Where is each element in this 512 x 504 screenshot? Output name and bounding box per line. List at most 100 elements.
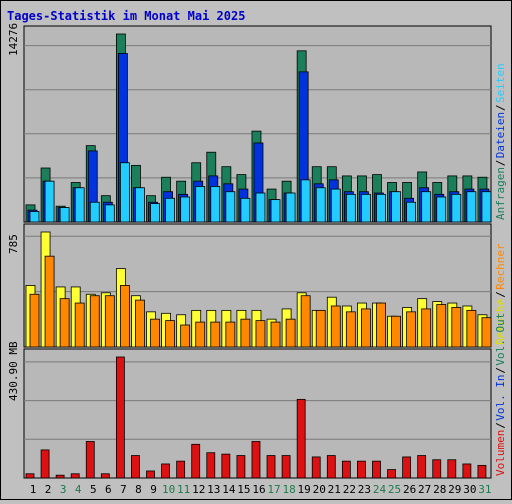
bar-seiten-19 — [300, 179, 311, 223]
bar-rechner-26 — [406, 311, 417, 348]
bar-rechner-13 — [210, 321, 221, 348]
series-label: Vol. Out — [494, 313, 507, 366]
bar-seiten-30 — [466, 191, 477, 223]
bar-rechner-10 — [165, 320, 175, 348]
bar-seiten-10 — [165, 197, 175, 223]
bar-seiten-16 — [255, 192, 266, 223]
bar-volumen-5 — [85, 441, 95, 479]
bar-seiten-18 — [285, 192, 296, 223]
bar-volumen-6 — [100, 473, 110, 479]
x-tick-label-16: 16 — [252, 483, 265, 496]
bar-seiten-2 — [44, 180, 55, 223]
bar-rechner-28 — [436, 304, 447, 348]
bar-volumen-8 — [131, 455, 140, 479]
x-tick-label-24: 24 — [373, 483, 387, 496]
bar-seiten-29 — [451, 193, 462, 223]
bar-volumen-14 — [221, 453, 231, 479]
label-separator: / — [494, 291, 507, 298]
bar-volumen-11 — [176, 460, 186, 479]
bar-volumen-10 — [161, 463, 170, 479]
bar-seiten-22 — [345, 193, 356, 223]
bar-volumen-21 — [326, 455, 336, 479]
bar-seiten-23 — [361, 193, 371, 223]
x-tick-label-18: 18 — [282, 483, 295, 496]
x-tick-label-19: 19 — [298, 483, 311, 496]
label-separator: / — [494, 104, 507, 111]
bar-volumen-3 — [55, 474, 65, 479]
series-label: Vol. In — [494, 374, 507, 420]
bar-seiten-15 — [240, 197, 251, 223]
x-tick-label-30: 30 — [463, 483, 476, 496]
bar-seiten-24 — [376, 193, 386, 223]
bar-rechner-7 — [119, 285, 130, 348]
bar-volumen-17 — [266, 455, 276, 479]
x-tick-label-15: 15 — [237, 483, 250, 496]
bar-rechner-25 — [391, 315, 401, 348]
bar-seiten-28 — [436, 196, 447, 223]
bar-volumen-13 — [206, 452, 216, 479]
bar-volumen-7 — [115, 356, 125, 479]
x-tick-label-25: 25 — [388, 483, 401, 496]
bar-volumen-20 — [311, 456, 321, 479]
x-tick-label-5: 5 — [90, 483, 97, 496]
bar-seiten-31 — [481, 191, 492, 223]
bar-rechner-2 — [44, 255, 55, 348]
bar-rechner-8 — [135, 299, 145, 348]
bar-seiten-21 — [330, 188, 341, 223]
x-tick-label-29: 29 — [448, 483, 461, 496]
x-tick-label-2: 2 — [45, 483, 52, 496]
bar-rechner-9 — [150, 318, 160, 348]
bar-rechner-22 — [345, 311, 356, 348]
x-tick-label-12: 12 — [192, 483, 205, 496]
bar-seiten-7 — [119, 162, 130, 223]
bar-seiten-9 — [150, 203, 160, 223]
bar-volumen-26 — [402, 456, 412, 479]
bar-volumen-15 — [236, 455, 246, 479]
bar-rechner-19 — [300, 295, 311, 348]
bar-rechner-31 — [481, 317, 492, 348]
bar-rechner-24 — [376, 302, 386, 348]
series-label: Anfragen — [494, 167, 507, 220]
bar-seiten-5 — [89, 201, 100, 223]
bar-volumen-18 — [281, 455, 291, 479]
bar-volumen-22 — [341, 460, 351, 479]
bar-seiten-8 — [135, 187, 145, 223]
bar-volumen-9 — [146, 470, 155, 479]
bar-rechner-18 — [285, 318, 296, 348]
bar-seiten-11 — [180, 196, 191, 223]
bar-seiten-1 — [29, 211, 40, 223]
bar-rechner-16 — [255, 320, 266, 348]
bar-rechner-3 — [59, 298, 70, 348]
x-tick-label-27: 27 — [418, 483, 431, 496]
bar-volumen-23 — [357, 460, 366, 479]
x-tick-label-21: 21 — [328, 483, 341, 496]
bar-volumen-28 — [432, 459, 442, 479]
label-separator: / — [494, 422, 507, 429]
series-label: Seiten — [494, 63, 507, 103]
label-separator: / — [494, 367, 507, 374]
bar-rechner-14 — [225, 321, 236, 348]
bar-volumen-16 — [251, 441, 261, 479]
bar-rechner-6 — [104, 295, 115, 348]
bar-volumen-2 — [40, 449, 50, 479]
x-tick-label-23: 23 — [358, 483, 371, 496]
x-tick-label-26: 26 — [403, 483, 416, 496]
bar-rechner-15 — [240, 318, 251, 348]
x-tick-label-14: 14 — [222, 483, 236, 496]
bar-rechner-20 — [315, 309, 326, 348]
bar-volumen-30 — [462, 463, 472, 479]
axis-max-label: 430.90 MB — [7, 341, 20, 401]
bar-volumen-31 — [477, 464, 487, 479]
bar-rechner-27 — [421, 308, 432, 348]
bar-seiten-26 — [406, 201, 417, 223]
bar-volumen-25 — [387, 469, 396, 479]
series-label: Besuche — [494, 299, 507, 345]
x-tick-label-28: 28 — [433, 483, 446, 496]
x-tick-label-4: 4 — [75, 483, 82, 496]
bar-volumen-19 — [296, 398, 306, 479]
x-tick-label-8: 8 — [135, 483, 142, 496]
x-tick-label-9: 9 — [150, 483, 157, 496]
bar-volumen-27 — [417, 455, 427, 479]
